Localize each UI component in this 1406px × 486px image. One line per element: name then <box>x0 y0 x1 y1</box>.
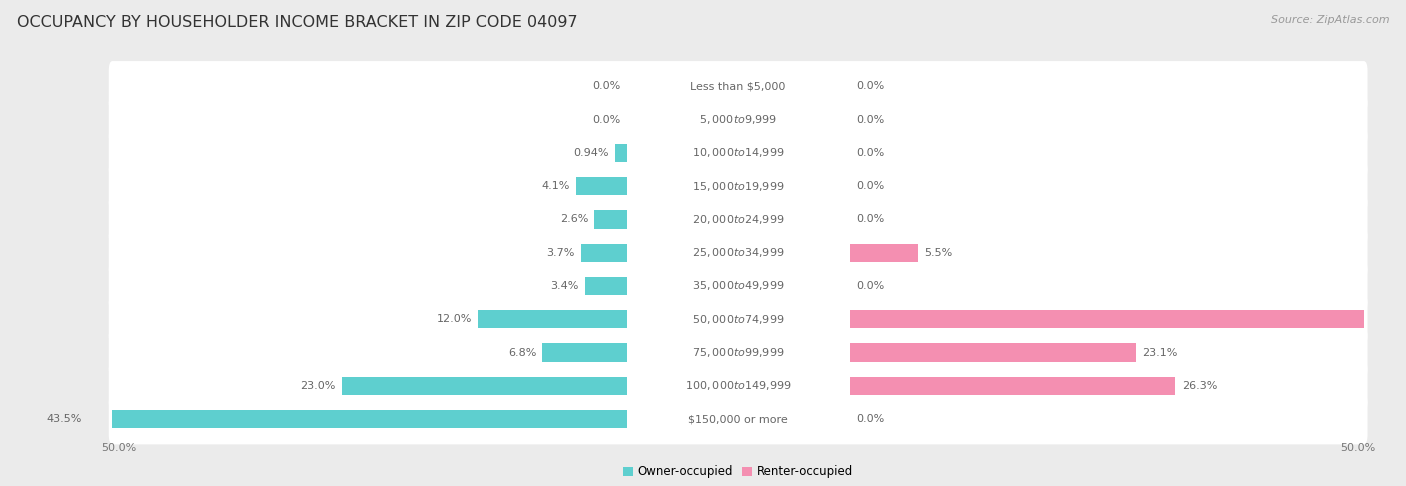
Bar <box>87 410 627 428</box>
Bar <box>849 310 1406 329</box>
Bar <box>849 377 1175 395</box>
Text: $35,000 to $49,999: $35,000 to $49,999 <box>692 279 785 293</box>
Text: 0.0%: 0.0% <box>856 115 884 124</box>
Text: 23.0%: 23.0% <box>299 381 336 391</box>
Text: 0.0%: 0.0% <box>856 214 884 225</box>
Bar <box>543 344 627 362</box>
Bar <box>849 344 1136 362</box>
Bar <box>576 177 627 195</box>
Text: $100,000 to $149,999: $100,000 to $149,999 <box>685 379 792 392</box>
FancyBboxPatch shape <box>108 128 1368 178</box>
Text: Less than $5,000: Less than $5,000 <box>690 81 786 91</box>
FancyBboxPatch shape <box>108 194 1368 245</box>
Bar <box>478 310 627 329</box>
Text: 0.94%: 0.94% <box>574 148 609 158</box>
Text: 26.3%: 26.3% <box>1181 381 1218 391</box>
FancyBboxPatch shape <box>108 227 1368 278</box>
Text: 5.5%: 5.5% <box>924 248 952 258</box>
FancyBboxPatch shape <box>108 161 1368 211</box>
FancyBboxPatch shape <box>108 394 1368 444</box>
Text: 23.1%: 23.1% <box>1142 347 1177 358</box>
Text: $150,000 or more: $150,000 or more <box>689 414 787 424</box>
Text: 0.0%: 0.0% <box>592 115 620 124</box>
Legend: Owner-occupied, Renter-occupied: Owner-occupied, Renter-occupied <box>619 461 858 483</box>
Text: 0.0%: 0.0% <box>856 181 884 191</box>
Text: $5,000 to $9,999: $5,000 to $9,999 <box>699 113 778 126</box>
Text: 6.8%: 6.8% <box>508 347 536 358</box>
Text: $10,000 to $14,999: $10,000 to $14,999 <box>692 146 785 159</box>
Text: $75,000 to $99,999: $75,000 to $99,999 <box>692 346 785 359</box>
Text: 0.0%: 0.0% <box>856 281 884 291</box>
Bar <box>342 377 627 395</box>
FancyBboxPatch shape <box>108 61 1368 112</box>
FancyBboxPatch shape <box>108 294 1368 345</box>
Text: $20,000 to $24,999: $20,000 to $24,999 <box>692 213 785 226</box>
Text: $50,000 to $74,999: $50,000 to $74,999 <box>692 313 785 326</box>
Text: $15,000 to $19,999: $15,000 to $19,999 <box>692 180 785 192</box>
FancyBboxPatch shape <box>108 94 1368 145</box>
FancyBboxPatch shape <box>108 327 1368 378</box>
Text: $25,000 to $34,999: $25,000 to $34,999 <box>692 246 785 259</box>
Text: OCCUPANCY BY HOUSEHOLDER INCOME BRACKET IN ZIP CODE 04097: OCCUPANCY BY HOUSEHOLDER INCOME BRACKET … <box>17 15 578 30</box>
Text: 43.5%: 43.5% <box>46 414 82 424</box>
Bar <box>585 277 627 295</box>
Text: 0.0%: 0.0% <box>856 414 884 424</box>
Text: 0.0%: 0.0% <box>856 81 884 91</box>
Text: 12.0%: 12.0% <box>436 314 472 324</box>
Bar <box>614 144 627 162</box>
Text: 3.7%: 3.7% <box>547 248 575 258</box>
Bar <box>581 243 627 262</box>
Text: 2.6%: 2.6% <box>560 214 588 225</box>
Text: 0.0%: 0.0% <box>592 81 620 91</box>
Bar <box>849 243 918 262</box>
FancyBboxPatch shape <box>108 361 1368 411</box>
Text: 4.1%: 4.1% <box>541 181 569 191</box>
Text: Source: ZipAtlas.com: Source: ZipAtlas.com <box>1271 15 1389 25</box>
FancyBboxPatch shape <box>108 260 1368 312</box>
Text: 0.0%: 0.0% <box>856 148 884 158</box>
Bar <box>595 210 627 228</box>
Text: 3.4%: 3.4% <box>550 281 578 291</box>
